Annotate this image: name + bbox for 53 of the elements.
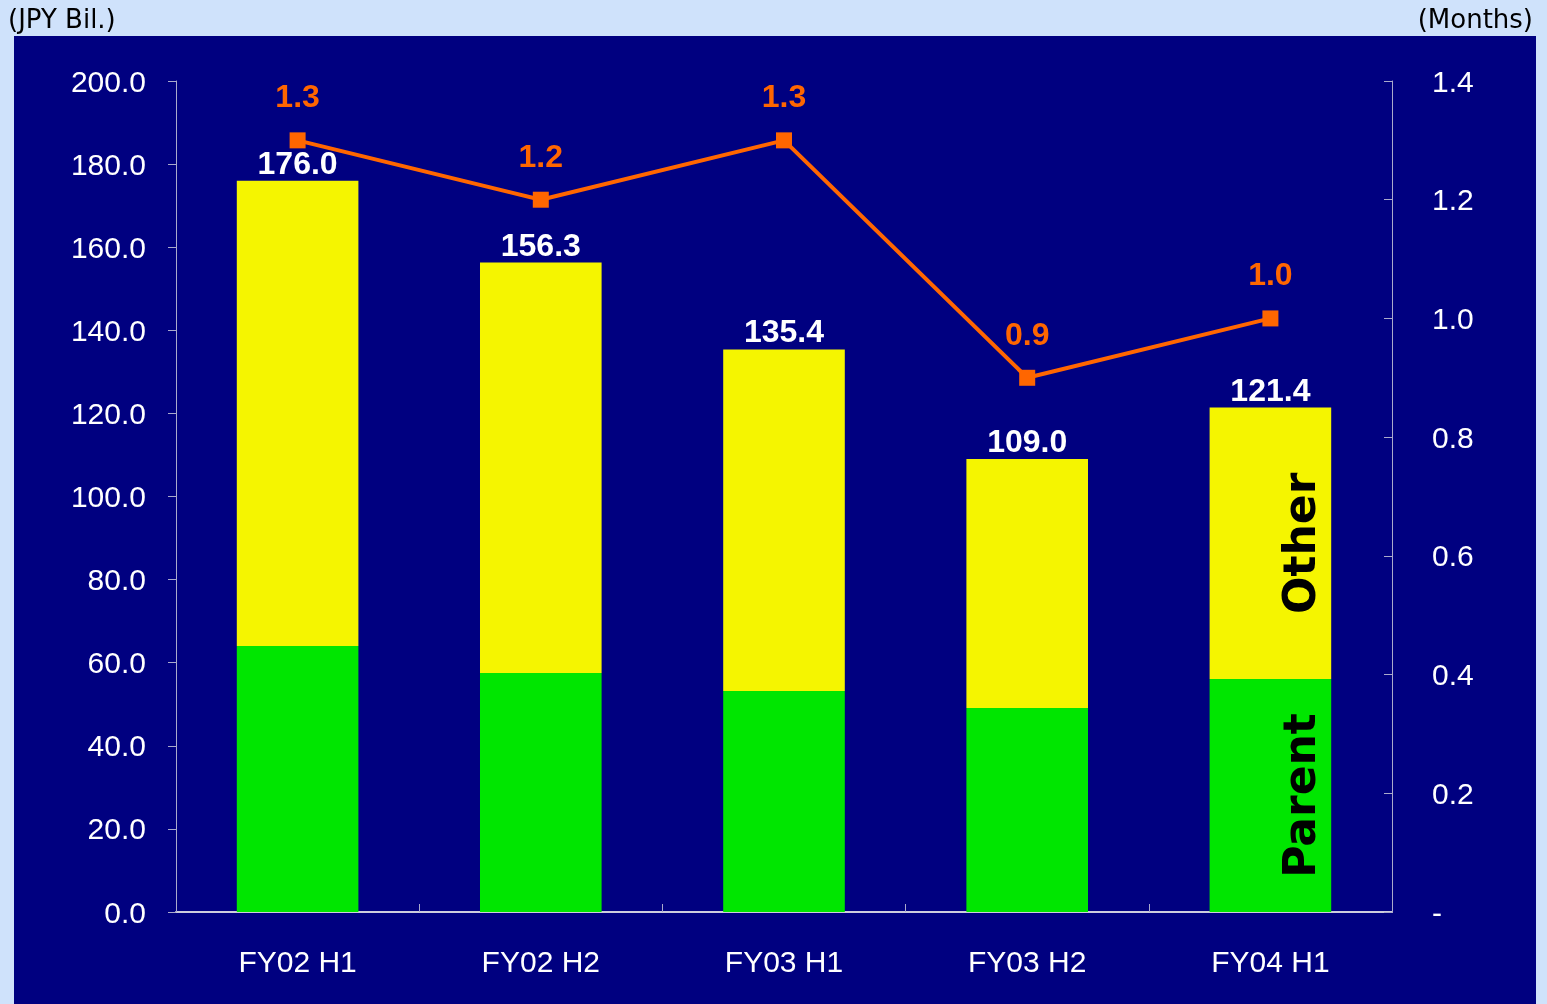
y2-tick-label: 1.0 (1432, 301, 1474, 335)
bar (480, 262, 602, 674)
total-label: 109.0 (987, 423, 1068, 460)
bar (966, 459, 1088, 708)
y2-axis-title: (Months) (1417, 4, 1533, 34)
y2-tick-label: 0.8 (1432, 420, 1474, 454)
data-label: 1.2 (518, 137, 564, 174)
y-tick-label: 80.0 (87, 563, 146, 597)
y2-tick-label: - (1432, 895, 1442, 929)
bar (480, 673, 602, 912)
y-axis-title: (JPY Bil.) (8, 4, 116, 34)
x-tick-label: FY04 H1 (1211, 944, 1330, 978)
bar (723, 349, 845, 691)
y-tick-label: 0.0 (104, 895, 146, 929)
y-tick-label: 200.0 (70, 64, 146, 98)
bar (966, 707, 1088, 912)
data-label: 1.3 (275, 78, 320, 115)
data-label: 1.3 (761, 78, 807, 115)
y2-tick-label: 1.4 (1432, 64, 1474, 98)
y-tick-label: 140.0 (70, 313, 146, 347)
x-tick-label: FY03 H2 (968, 944, 1087, 978)
data-label: 1.0 (1248, 256, 1293, 293)
y-tick-label: 100.0 (70, 480, 146, 513)
y-tick-label: 40.0 (87, 729, 146, 763)
point (289, 132, 306, 149)
total-label: 176.0 (257, 144, 338, 181)
bar (1209, 407, 1332, 679)
bar (723, 690, 845, 912)
point (1262, 310, 1279, 327)
x-tick-label: FY02 H1 (238, 944, 357, 978)
y2-tick-label: 1.2 (1432, 183, 1474, 217)
series-label: Parent (1274, 713, 1326, 878)
point (532, 191, 549, 208)
data-label: 0.9 (1004, 315, 1050, 352)
point (776, 132, 792, 149)
total-label: 135.4 (743, 313, 825, 350)
y2-tick-label: 0.4 (1432, 658, 1474, 692)
y-tick-label: 180.0 (70, 147, 146, 181)
bar (236, 180, 359, 647)
y-tick-label: 20.0 (87, 812, 146, 846)
x-tick-label: FY02 H2 (481, 944, 600, 978)
bar (1209, 678, 1332, 912)
total-label: 121.4 (1230, 371, 1311, 408)
y2-tick-label: 0.6 (1432, 539, 1474, 573)
y-tick-label: 160.0 (70, 230, 146, 264)
y-tick-label: 60.0 (87, 646, 146, 680)
total-label: 156.3 (500, 226, 581, 263)
y-tick-label: 120.0 (70, 396, 146, 430)
point (1019, 369, 1036, 386)
series-label: Other (1274, 472, 1326, 614)
bar (236, 646, 359, 912)
x-tick-label: FY03 H1 (724, 944, 844, 978)
y2-tick-label: 0.2 (1432, 776, 1474, 810)
